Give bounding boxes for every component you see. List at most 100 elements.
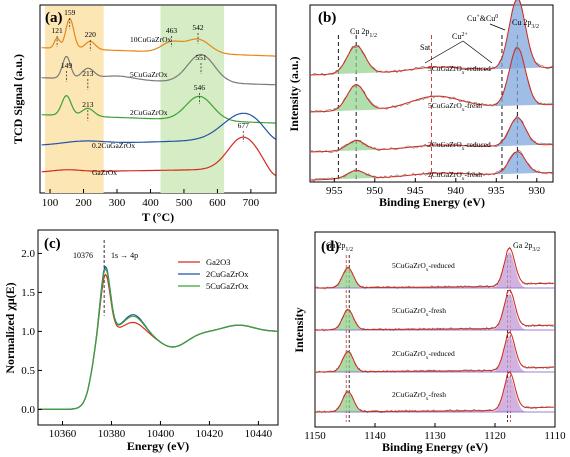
tpr-curve-10CuGaZrOx	[41, 17, 276, 57]
a-xtick-label-400: 400	[142, 197, 159, 209]
tpr-curve-5CuGaZrOx	[41, 53, 276, 86]
d-sample-3: 2CuGaZrOx-reduced	[392, 349, 455, 361]
panel-b-ylabel: Intensity (a.u.)	[287, 56, 301, 131]
d-fill-2p12-2	[330, 310, 365, 330]
b-sample-3: 2CuGaZrOx-reduced	[428, 140, 491, 152]
b-xtick-label-935: 935	[488, 185, 505, 197]
a-xtick-label-100: 100	[42, 197, 59, 209]
b-sample-2: 5CuGaZrOx-fresh	[428, 101, 482, 113]
b-fill-2p12-3	[326, 140, 383, 152]
d-xtick-label-1130: 1130	[424, 430, 446, 442]
c-xtick-label-10360: 10360	[49, 428, 77, 440]
panel-b-curves	[309, 0, 554, 182]
d-fill-2p32-2	[492, 294, 527, 330]
tpr-curve-GaZrOx	[41, 136, 277, 177]
peak-value-546: 546	[194, 83, 206, 92]
panel-c: 10360 10380 10400 10420 10440 0.0 0.5 1.0 1.5 2.0…	[3, 229, 279, 453]
b-xtick-label-930: 930	[529, 185, 546, 197]
panel-b-frame	[309, 4, 554, 183]
panel-d-ylabel: Intensity	[292, 307, 306, 352]
d-xtick-label-1150: 1150	[304, 430, 326, 442]
b-fill-2p12-1	[326, 45, 383, 75]
b-fill-2p12-4	[326, 170, 383, 180]
b-xtick-label-940: 940	[448, 185, 465, 197]
panel-d-label: (d)	[321, 239, 339, 255]
peak-value-220: 220	[85, 30, 97, 39]
d-fill-2p32-4	[492, 376, 527, 412]
panel-d-curves	[314, 246, 555, 422]
peak-value-551: 551	[195, 53, 207, 62]
d-fill-2p12-3	[330, 352, 365, 372]
panel-a-frame	[39, 4, 277, 194]
c-xtick-label-10400: 10400	[147, 428, 175, 440]
panel-a-ylabel: TCD Signal (a.u.)	[11, 54, 25, 144]
d-xtick-label-1110: 1110	[544, 430, 566, 442]
peak-value-213: 213	[82, 69, 94, 78]
peak-value-463: 463	[166, 26, 178, 35]
a-xtick-label-200: 200	[75, 197, 92, 209]
peak-value-542: 542	[192, 23, 204, 32]
a-xtick-label-700: 700	[243, 197, 260, 209]
c-ytick-label-1.0: 1.0	[21, 326, 35, 338]
a-xtick-label-600: 600	[209, 197, 226, 209]
tpr-label-GaZrOx: GaZrOx	[92, 168, 117, 177]
b-fill-2p32-3	[488, 117, 545, 147]
c-legend-label-2CuGaZrOx: 2CuGaZrOx	[206, 269, 249, 279]
panel-c-xlabel: Energy (eV)	[127, 439, 189, 453]
b-sample-4: 2CuGaZrOx-fresh	[428, 170, 482, 182]
b-xtick-label-955: 955	[326, 185, 343, 197]
d-fill-2p12-4	[330, 392, 365, 412]
panel-c-ticks: 10360 10380 10400 10420 10440 0.0 0.5 1.0 1.5 2.0	[21, 248, 272, 440]
panel-b-label: (b)	[318, 10, 336, 26]
c-xtick-label-10380: 10380	[98, 428, 126, 440]
d-xtick-label-1140: 1140	[364, 430, 386, 442]
peak-value-149: 149	[61, 61, 73, 70]
d-sample-2: 5CuGaZrOx-fresh	[392, 306, 446, 318]
cu2plus-arrow-2	[462, 40, 493, 64]
peak-value-677: 677	[238, 121, 250, 130]
b-fit-2CuGaZrOx-reduced	[309, 117, 554, 153]
panel-a-xticks: 100 200 300 400 500 600 700	[42, 189, 260, 209]
b-fit-5CuGaZrOx-fresh	[309, 47, 554, 113]
c-ytick-label-1.5: 1.5	[21, 287, 35, 299]
d-sample-4: 2CuGaZrOx-fresh	[392, 390, 446, 402]
panel-b-xlabel: Binding Energy (eV)	[379, 195, 485, 209]
b-fit-2CuGaZrOx-fresh	[309, 151, 554, 181]
c-ytick-label-0.0: 0.0	[21, 404, 35, 416]
d-xtick-label-1120: 1120	[484, 430, 506, 442]
sat-label: Sat	[420, 43, 431, 52]
a-xtick-label-500: 500	[176, 197, 193, 209]
panel-a-label: (a)	[45, 10, 63, 26]
panel-a-xlabel: T (°C)	[142, 210, 174, 224]
tpr-label-2CuGaZrOx: 2CuGaZrOx	[130, 108, 168, 117]
a-xtick-label-300: 300	[109, 197, 126, 209]
tpr-label-0.2CuGaZrOx: 0.2CuGaZrOx	[92, 141, 135, 150]
panel-d: 1150 1140 1130 1120 1110 (d) Binding Energy …	[292, 231, 566, 454]
b-sample-1: 5CuGaZrOx-reduced	[428, 64, 491, 76]
c-xtick-label-10440: 10440	[245, 428, 273, 440]
b-xtick-label-945: 945	[407, 185, 424, 197]
b-fill-2p32-2	[488, 47, 545, 107]
panel-c-legend: Ga2O3 2CuGaZrOx 5CuGaZrOx	[178, 257, 249, 291]
d-fill-2p32-3	[492, 336, 527, 372]
panel-a-bands	[45, 6, 225, 193]
panel-a: 10CuGaZrOx 5CuGaZrOx 2CuGaZrOx 0.2CuGaZrOx G…	[11, 4, 277, 224]
panel-c-curves	[38, 240, 278, 410]
tpr-curve-2CuGaZrOx	[41, 94, 276, 124]
b-fit-5CuGaZrOx-reduced	[309, 0, 553, 76]
c-ytick-label-0.5: 0.5	[21, 365, 35, 377]
cu-plus-arrow	[489, 23, 506, 31]
cu-plus-label: Cu+&Cu0	[467, 14, 498, 23]
cu2plus-label: Cu2+	[452, 32, 468, 41]
tpr-curve-0.2CuGaZrOx	[41, 112, 277, 146]
panel-d-xticks: 1150 1140 1130 1120 1110	[304, 423, 566, 442]
b-xtick-label-950: 950	[367, 185, 384, 197]
cu2plus-arrow-1	[424, 40, 464, 64]
c-ytick-label-2.0: 2.0	[21, 248, 35, 260]
tpr-label-10CuGaZrOx: 10CuGaZrOx	[130, 35, 171, 44]
peak-value-159: 159	[64, 8, 76, 17]
panel-c-frame	[37, 229, 279, 426]
b-raw-2CuGaZrOx-fresh	[309, 149, 554, 182]
